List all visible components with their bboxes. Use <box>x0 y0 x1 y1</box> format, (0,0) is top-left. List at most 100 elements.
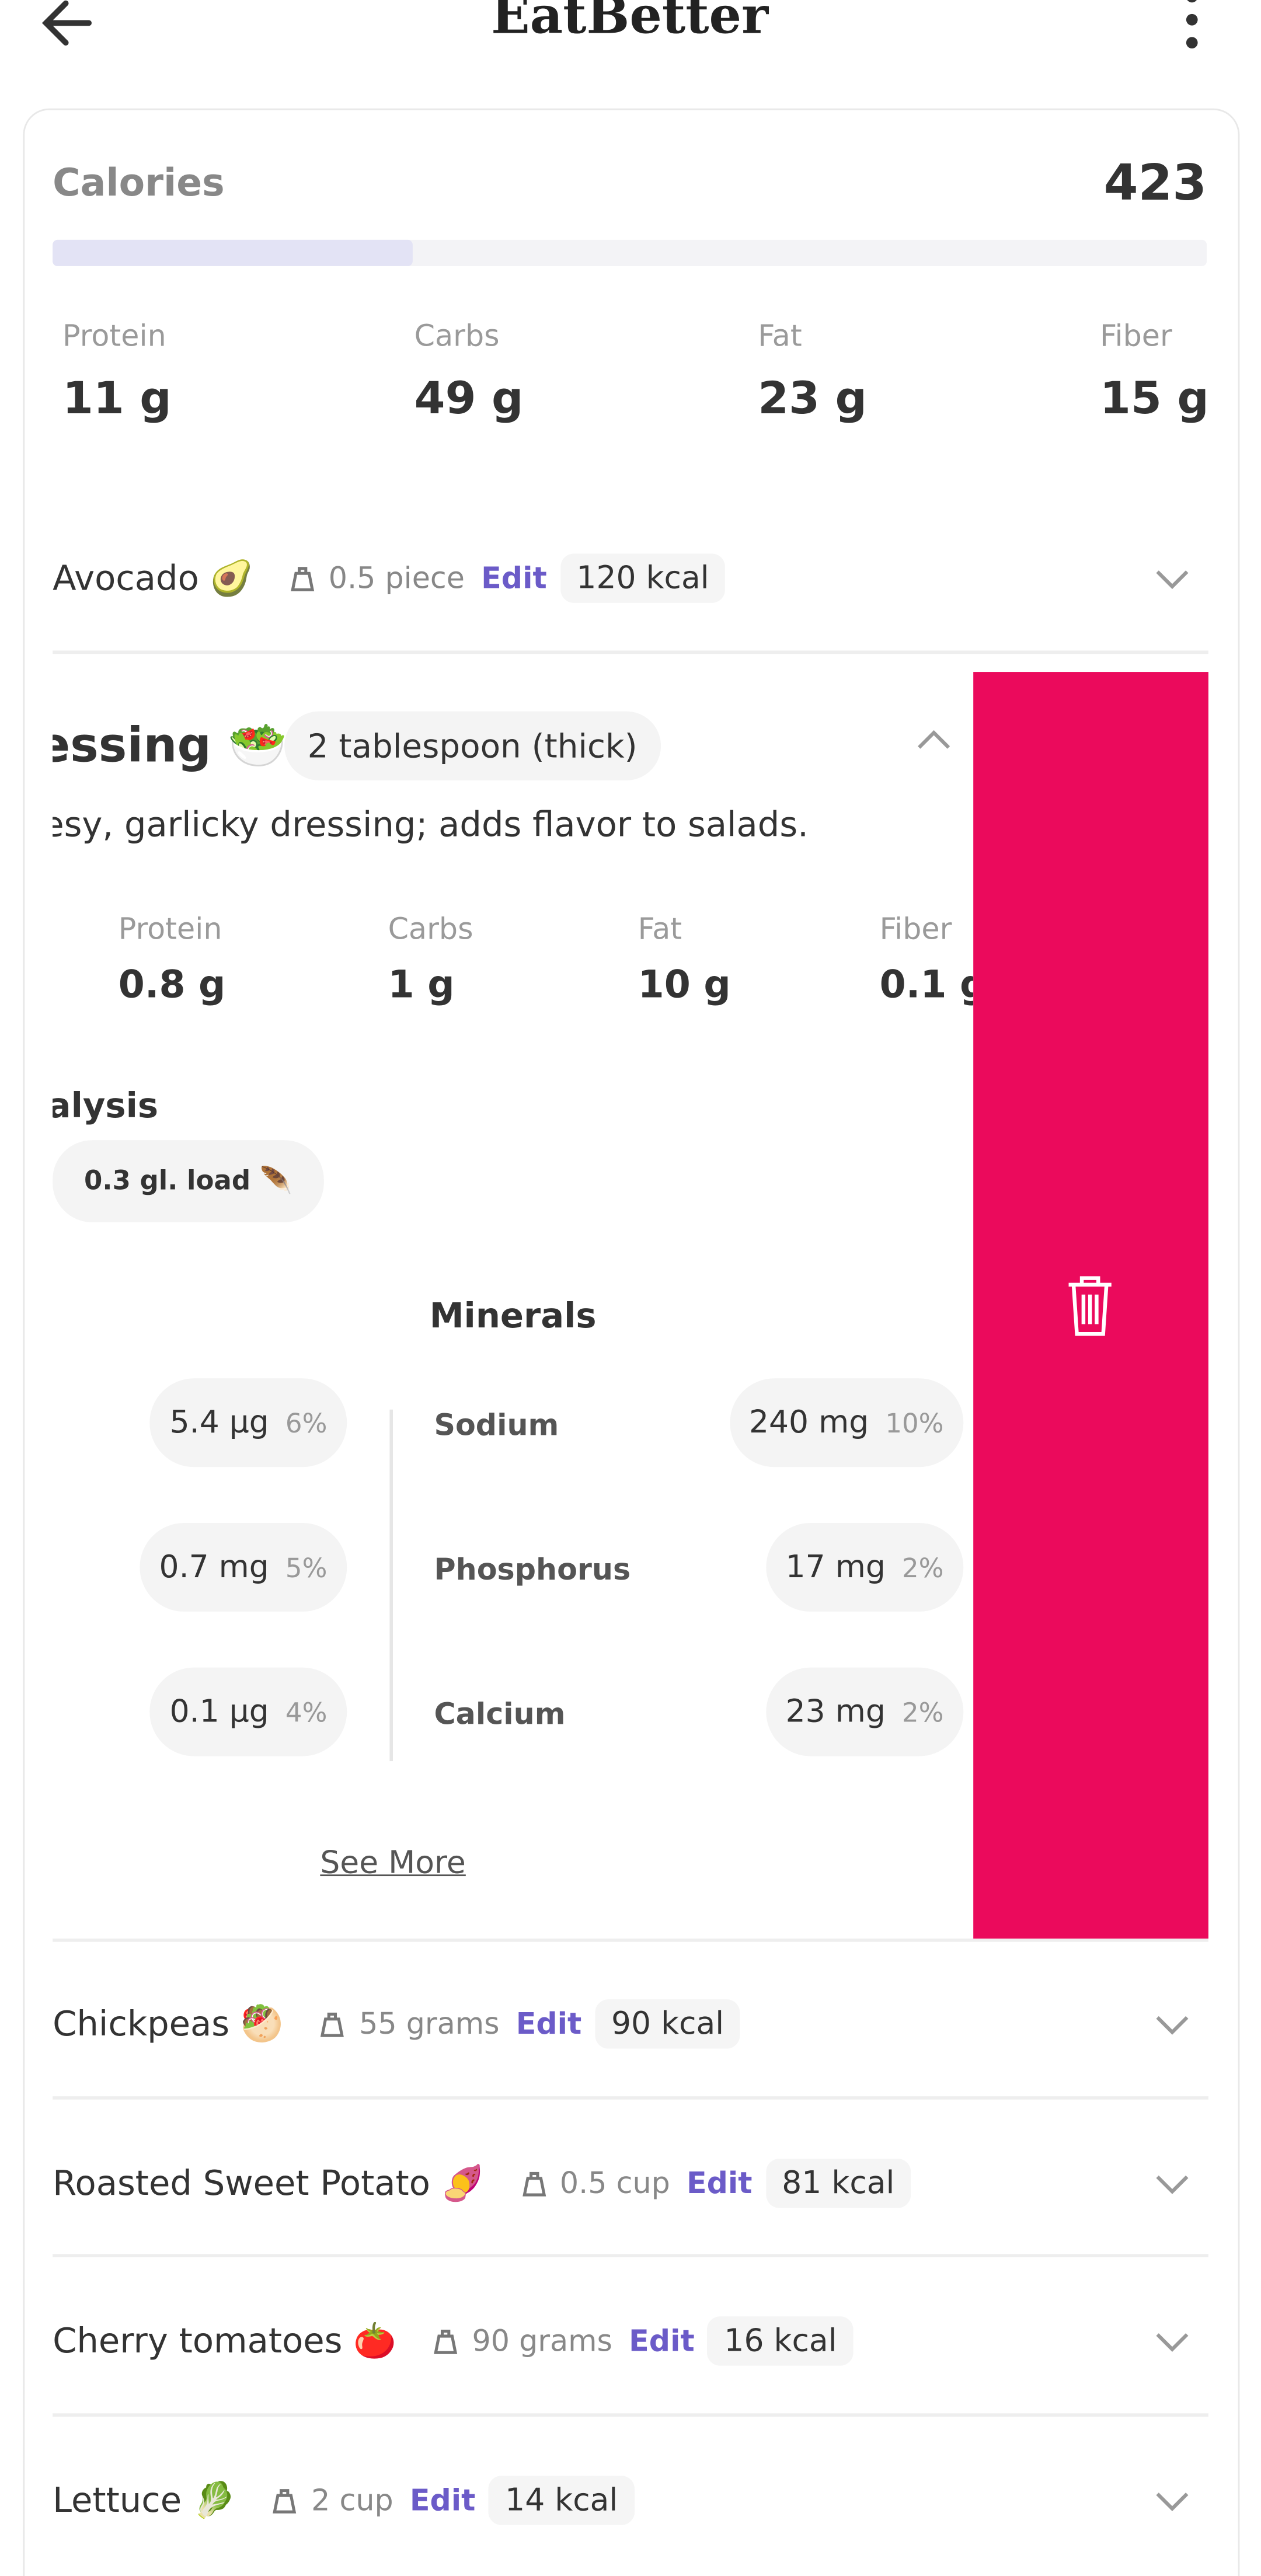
food-row[interactable]: Roasted Sweet Potato 🍠 0.5 cup Edit 81 kcal <box>53 2150 1208 2216</box>
macro-label: Protein <box>118 912 222 947</box>
macro-label: Fiber <box>879 912 952 947</box>
food-row[interactable]: Cherry tomatoes 🍅 90 grams Edit 16 kcal <box>53 2308 1208 2374</box>
expand-chevron[interactable] <box>1154 567 1190 590</box>
mineral-pill: 240 mg 10% <box>729 1378 964 1467</box>
scale-icon <box>273 2489 297 2514</box>
mineral-pill: 17 mg 2% <box>765 1522 964 1612</box>
food-amount-text: 90 grams <box>472 2324 612 2359</box>
back-button[interactable] <box>40 0 99 53</box>
delete-panel[interactable] <box>973 672 1208 1939</box>
macro-label: Fat <box>758 319 802 354</box>
food-name: Lettuce 🥬 <box>53 2480 236 2519</box>
food-amount: 0.5 cup <box>517 2165 670 2201</box>
mineral-percent: 10% <box>885 1407 944 1439</box>
kcal-badge: 81 kcal <box>765 2159 911 2208</box>
item-name: essing 🥗 <box>53 717 288 773</box>
mineral-percent: 5% <box>285 1552 328 1583</box>
macro-label: Fiber <box>1100 319 1172 354</box>
card <box>23 108 1240 2576</box>
calories-fill <box>53 239 413 266</box>
expand-chevron[interactable] <box>1154 2172 1190 2195</box>
kcal-badge: 120 kcal <box>560 553 726 603</box>
food-name: Chickpeas 🥙 <box>53 2003 284 2043</box>
see-more-link[interactable]: See More <box>320 1845 466 1881</box>
food-row[interactable]: Avocado 🥑 0.5 piece Edit 120 kcal <box>53 545 1208 611</box>
food-amount-text: 0.5 piece <box>328 562 465 597</box>
expand-chevron[interactable] <box>1154 2330 1190 2352</box>
macro-value: 49 g <box>414 374 524 425</box>
calories-value: 423 <box>1103 155 1207 213</box>
macro-value: 0.1 g <box>879 964 974 1008</box>
mineral-percent: 2% <box>901 1696 944 1728</box>
app-title: EatBetter <box>491 0 769 46</box>
mineral-name: Sodium <box>434 1409 559 1444</box>
food-row[interactable]: Lettuce 🥬 2 cup Edit 14 kcal <box>53 2467 1208 2533</box>
mineral-pill: 0.7 mg 5% <box>139 1522 347 1612</box>
separator <box>53 2413 1208 2417</box>
collapse-chevron[interactable] <box>916 728 952 751</box>
macro-value: 10 g <box>638 964 731 1008</box>
kcal-badge: 90 kcal <box>594 1999 741 2049</box>
gl-load-pill: 0.3 gl. load 🪶 <box>53 1140 324 1222</box>
item-description: esy, garlicky dressing; adds flavor to s… <box>53 805 809 845</box>
macro-value: 23 g <box>758 374 868 425</box>
mineral-amount: 240 mg <box>748 1404 869 1441</box>
expand-chevron[interactable] <box>1154 2489 1190 2512</box>
mineral-amount: 0.7 mg <box>159 1549 269 1585</box>
column-divider <box>389 1409 393 1762</box>
food-name: Avocado 🥑 <box>53 557 253 598</box>
trash-icon <box>1068 1276 1112 1336</box>
mineral-name: Calcium <box>434 1697 566 1733</box>
macro-value: 0.8 g <box>118 964 226 1008</box>
scale-icon <box>434 2330 458 2354</box>
edit-button[interactable]: Edit <box>686 2166 753 2201</box>
menu-button[interactable] <box>1177 0 1207 56</box>
expanded-item: essing 🥗 2 tablespoon (thick) esy, garli… <box>53 672 973 1939</box>
expand-chevron[interactable] <box>1154 2013 1190 2035</box>
mineral-name: Phosphorus <box>434 1553 631 1588</box>
scale-icon <box>321 2012 345 2037</box>
minerals-title: Minerals <box>429 1296 597 1336</box>
macro-label: Protein <box>62 319 166 354</box>
macro-value: 15 g <box>1100 374 1209 425</box>
analysis-title: alysis <box>53 1086 159 1125</box>
macro-value: 1 g <box>388 964 455 1008</box>
mineral-amount: 0.1 µg <box>169 1693 269 1730</box>
mineral-percent: 6% <box>285 1407 328 1439</box>
kcal-badge: 14 kcal <box>488 2476 635 2525</box>
mineral-pill: 5.4 µg 6% <box>149 1378 347 1467</box>
amount-pill[interactable]: 2 tablespoon (thick) <box>284 711 661 780</box>
macro-label: Fat <box>638 912 682 947</box>
mineral-percent: 4% <box>285 1696 328 1728</box>
mineral-amount: 17 mg <box>785 1549 886 1585</box>
scale-icon <box>521 2171 545 2197</box>
mineral-percent: 2% <box>901 1552 944 1583</box>
mineral-pill: 23 mg 2% <box>765 1667 964 1756</box>
macro-label: Carbs <box>414 319 500 354</box>
edit-button[interactable]: Edit <box>629 2323 695 2359</box>
food-amount-text: 2 cup <box>311 2484 393 2519</box>
food-amount: 2 cup <box>269 2483 393 2519</box>
edit-button[interactable]: Edit <box>515 2006 582 2041</box>
mineral-amount: 5.4 µg <box>169 1404 269 1441</box>
edit-button[interactable]: Edit <box>481 561 547 596</box>
edit-button[interactable]: Edit <box>409 2483 476 2518</box>
food-name: Cherry tomatoes 🍅 <box>53 2320 396 2360</box>
mineral-amount: 23 mg <box>785 1693 886 1730</box>
food-name: Roasted Sweet Potato 🍠 <box>53 2163 485 2202</box>
food-amount: 55 grams <box>316 2006 500 2042</box>
food-amount-text: 0.5 cup <box>559 2167 670 2202</box>
mineral-pill: 0.1 µg 4% <box>149 1667 347 1756</box>
food-amount-text: 55 grams <box>359 2007 500 2042</box>
separator <box>53 650 1208 654</box>
food-row[interactable]: Chickpeas 🥙 55 grams Edit 90 kcal <box>53 1991 1208 2057</box>
macro-value: 11 g <box>62 374 172 425</box>
macro-label: Carbs <box>388 912 473 947</box>
separator <box>53 1938 1208 1942</box>
food-amount: 90 grams <box>429 2323 612 2359</box>
calories-label: Calories <box>53 162 225 205</box>
kcal-badge: 16 kcal <box>708 2316 854 2366</box>
scale-icon <box>290 567 314 591</box>
